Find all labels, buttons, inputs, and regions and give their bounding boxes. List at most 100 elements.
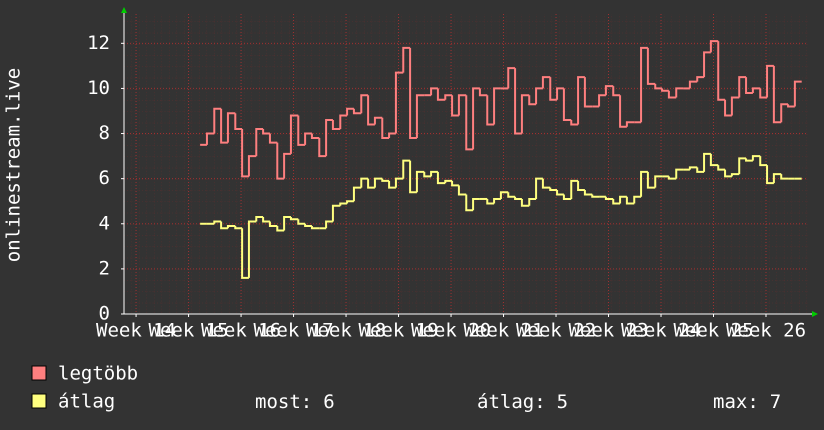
step-segment [625, 196, 635, 205]
step-segment [276, 226, 285, 232]
step-segment [640, 46, 648, 123]
step-segment [325, 220, 333, 229]
step-segment [451, 95, 459, 117]
step-segment [241, 129, 249, 178]
step-segment [793, 80, 802, 107]
step-segment [507, 67, 516, 89]
step-segment [304, 132, 312, 145]
step-segment [367, 178, 375, 189]
step-segment [394, 71, 404, 134]
stat: most: 6 [255, 391, 335, 413]
step-segment [772, 65, 782, 124]
step-segment [556, 87, 564, 100]
step-segment [318, 138, 327, 158]
step-segment [675, 87, 684, 98]
step-segment [535, 177, 543, 199]
step-segment [619, 95, 627, 128]
step-segment [562, 88, 572, 122]
step-segment [325, 119, 333, 157]
step-segment [766, 165, 774, 185]
step-segment [289, 217, 299, 221]
step-segment [247, 155, 257, 177]
x-tick-label: Week 15 [149, 320, 229, 342]
step-segment [577, 180, 585, 191]
step-segment [619, 195, 627, 204]
step-segment [268, 221, 278, 228]
step-segment [625, 121, 635, 127]
step-segment [703, 51, 711, 78]
step-segment [724, 169, 732, 178]
step-segment [352, 108, 362, 115]
step-segment [352, 186, 362, 202]
minor-grid [124, 14, 808, 314]
step-segment [541, 178, 551, 189]
step-segment [297, 115, 306, 146]
step-segment [478, 88, 488, 97]
step-segment [717, 41, 726, 101]
step-segment [226, 112, 236, 143]
step-segment [703, 152, 711, 172]
x-tick-label: Week 20 [411, 320, 491, 342]
y-axis-arrow [121, 7, 127, 13]
step-segment [556, 189, 564, 196]
legend-swatch [31, 393, 47, 409]
step-segment [394, 177, 404, 188]
step-segment [709, 40, 719, 53]
step-segment [360, 177, 369, 188]
step-segment [360, 94, 369, 114]
axes [121, 7, 818, 317]
step-segment [745, 77, 753, 94]
stat: max: 7 [713, 391, 781, 413]
x-tick-label: Week 19 [359, 320, 439, 342]
step-segment [549, 187, 558, 191]
step-segment [255, 128, 264, 157]
step-segment [730, 173, 740, 177]
stat-label: max: [713, 391, 759, 413]
step-segment [402, 46, 411, 73]
step-segment [472, 197, 480, 211]
step-segment [724, 99, 732, 117]
step-segment [759, 156, 768, 167]
x-tick-label: Week 16 [201, 320, 281, 342]
x-axis-arrow [812, 311, 818, 317]
step-segment [717, 165, 726, 171]
grid [121, 14, 808, 317]
step-segment [220, 221, 228, 230]
step-segment [444, 179, 453, 184]
step-segment [787, 104, 795, 108]
step-segment [213, 220, 222, 224]
step-segment [730, 96, 740, 116]
x-tick-label: Week 22 [516, 320, 596, 342]
step-segment [745, 158, 753, 162]
step-segment [234, 226, 243, 230]
step-segment [751, 155, 761, 161]
x-tick-label: Week 18 [306, 320, 386, 342]
step-segment [289, 114, 299, 154]
legend-label: átlag [58, 391, 115, 413]
step-segment [388, 180, 396, 189]
step-segment [409, 160, 417, 194]
step-segment [262, 129, 270, 135]
step-segment [381, 178, 390, 182]
x-tick-label: Week 26 [726, 320, 806, 342]
step-segment [696, 76, 705, 82]
step-segment [465, 95, 474, 151]
step-segment [562, 194, 572, 200]
step-segment [457, 94, 467, 116]
step-segment [738, 76, 747, 98]
step-segment [262, 217, 270, 223]
step-segment [499, 191, 509, 199]
step-segment [451, 180, 459, 187]
step-segment [675, 168, 684, 179]
step-segment [486, 95, 495, 126]
step-segment [583, 77, 593, 108]
step-segment [604, 196, 614, 200]
stat-label: átlag: [477, 391, 546, 413]
step-segment [457, 185, 467, 196]
legend-swatch [31, 365, 47, 381]
step-segment [430, 87, 438, 96]
step-segment [759, 88, 768, 99]
step-segment [772, 173, 782, 184]
